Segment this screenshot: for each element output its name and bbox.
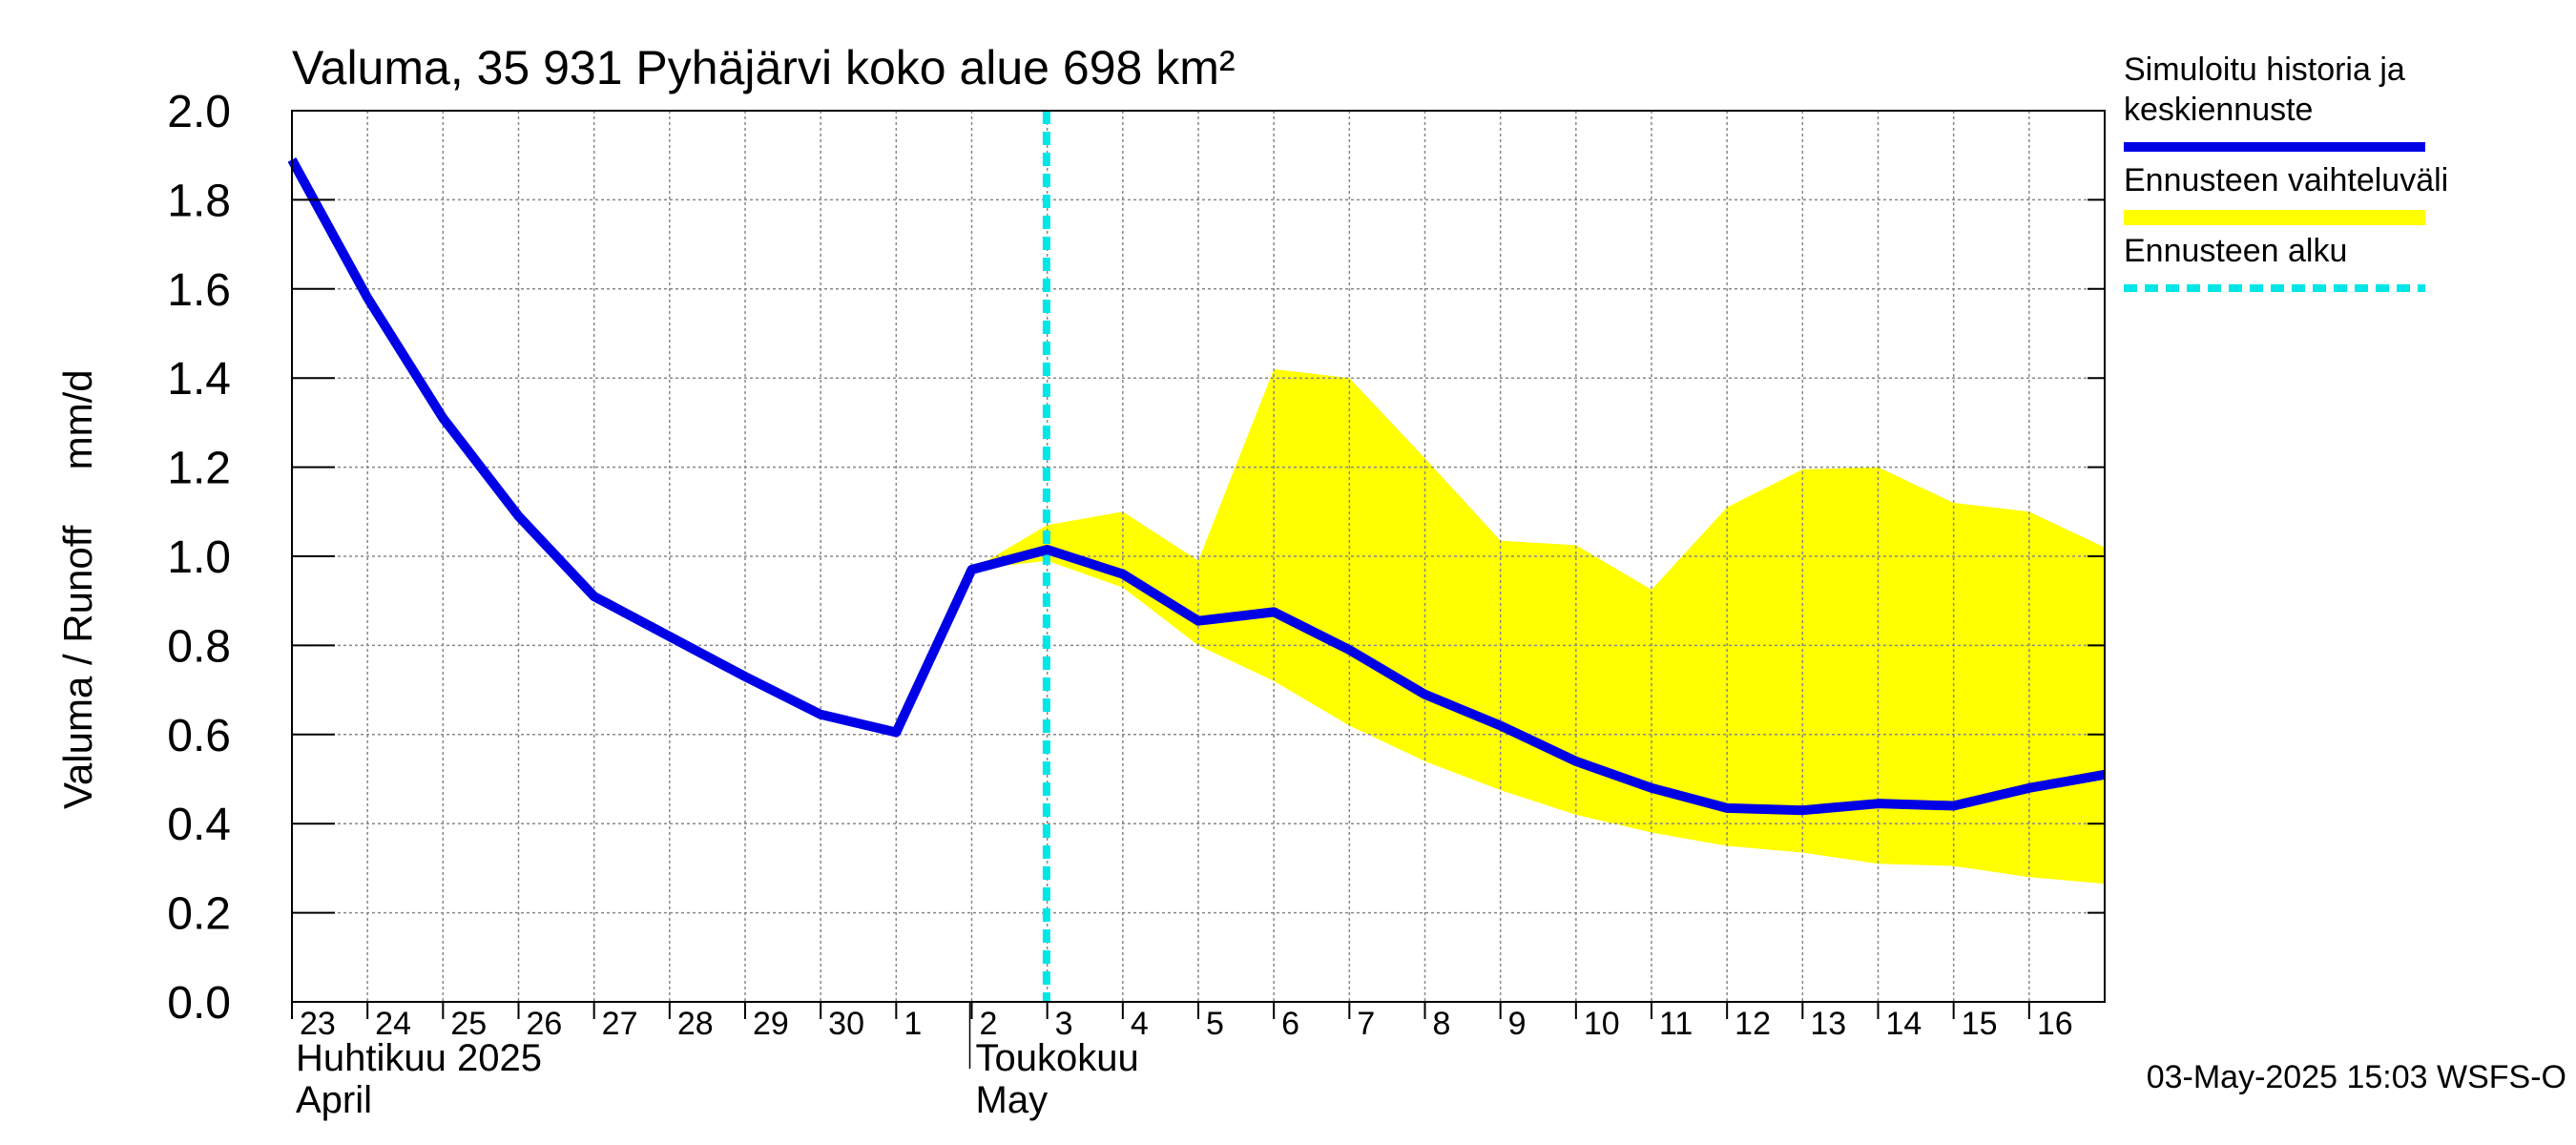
grid-layer [292,111,2105,1002]
y-tick-label: 0.4 [167,800,231,850]
x-tick-label: 14 [1886,1006,1922,1042]
x-tick-label: 24 [375,1006,411,1042]
x-tick-label: 29 [753,1006,789,1042]
x-tick-label: 5 [1206,1006,1224,1042]
legend-label: Ennusteen alku [2124,233,2347,269]
series-line-0 [287,156,2106,816]
y-tick-label: 1.0 [167,532,231,583]
y-tick-label: 0.2 [167,889,231,940]
x-tick-label: 2 [980,1006,998,1042]
x-tick-label: 12 [1735,1006,1771,1042]
x-tick-label: 4 [1131,1006,1149,1042]
x-tick-label: 27 [602,1006,638,1042]
chart-title: Valuma, 35 931 Pyhäjärvi koko alue 698 k… [292,41,1236,94]
y-tick-label: 0.0 [167,978,231,1029]
x-tick-label: 6 [1281,1006,1299,1042]
y-tick-label: 2.0 [167,87,231,137]
x-tick-label: 9 [1508,1006,1527,1042]
month-label-finnish: Toukokuu [976,1037,1139,1079]
x-tick-label: 1 [904,1006,922,1042]
y-axis-label: Valuma / Runoff mm/d [55,369,100,809]
y-tick-label: 0.8 [167,621,231,672]
y-tick-label: 0.6 [167,711,231,761]
x-tick-label: 30 [828,1006,864,1042]
y-tick-label: 1.6 [167,265,231,316]
legend: Simuloitu historia ja keskiennuste Ennuste… [2124,52,2448,292]
x-tick-label: 16 [2037,1006,2073,1042]
x-tick-label: 25 [450,1006,487,1042]
x-tick-label: 26 [527,1006,563,1042]
y-tick-label: 1.2 [167,444,231,494]
x-axis: 23 24 25 26 27 28 29 30 1 2 3 4 5 6 7 8 9 10 11 12 13 14 15 16H… [291,1002,2073,1121]
x-tick-label: 11 [1659,1006,1693,1042]
y-tick-label: 1.8 [167,176,231,226]
x-tick-label: 15 [1962,1006,1998,1042]
y-tick-label: 1.4 [167,354,231,405]
x-tick-label: 7 [1357,1006,1375,1042]
legend-label: Simuloitu historia ja [2124,52,2405,88]
plot-area [287,110,2106,1003]
x-tick-label: 10 [1584,1006,1620,1042]
legend-swatch-band [2124,210,2425,225]
x-tick-label: 8 [1433,1006,1451,1042]
forecast-range-band [971,368,2105,885]
x-tick-label: 3 [1055,1006,1073,1042]
month-label-english: April [296,1079,372,1121]
legend-label: keskiennuste [2124,92,2313,128]
x-tick-label: 28 [677,1006,714,1042]
month-label-english: May [976,1079,1049,1121]
forecast-band-layer [971,368,2105,885]
month-label-finnish: Huhtikuu 2025 [296,1037,542,1079]
legend-label: Ennusteen vaihteluväli [2124,162,2448,198]
footer-timestamp: 03-May-2025 15:03 WSFS-O [2147,1059,2566,1095]
y-axis: 0.0 0.2 0.4 0.6 0.8 1.0 1.2 1.4 1.6 1.8 2.0 [167,87,2105,1029]
x-tick-label: 23 [300,1006,336,1042]
x-tick-label: 13 [1810,1006,1846,1042]
runoff-line-layer [287,156,2106,816]
